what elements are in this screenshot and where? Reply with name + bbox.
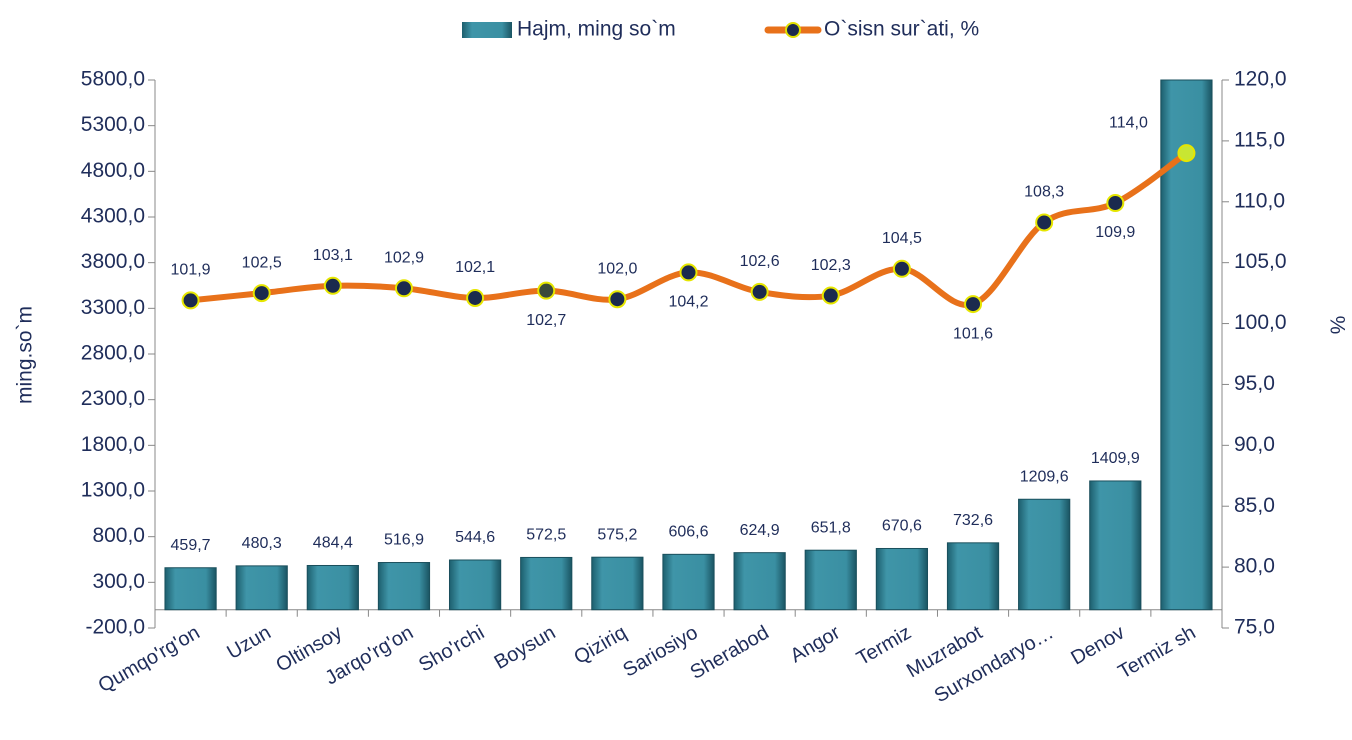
line-marker: [679, 263, 698, 282]
y2-tick-label: 75,0: [1234, 616, 1275, 639]
line-marker: [608, 290, 627, 309]
bar-value-label: 606,6: [668, 524, 708, 541]
y-tick-label: 3800,0: [81, 250, 145, 273]
line: [190, 150, 1189, 308]
legend-swatch-dot: [785, 22, 801, 38]
y2-tick-label: 105,0: [1234, 250, 1287, 273]
bar: [1018, 498, 1071, 611]
y2-tick-label: 115,0: [1234, 128, 1285, 151]
bar: [164, 567, 217, 611]
line-marker: [821, 286, 840, 305]
x-tick-label: Surxondaryo…: [931, 622, 1058, 708]
y-tick-label: 1800,0: [81, 433, 145, 456]
bar-value-label: 516,9: [384, 532, 424, 549]
x-tick-label: Termiz sh: [1114, 622, 1199, 684]
line-value-label: 101,6: [953, 325, 993, 342]
line-value-label: 102,6: [740, 253, 780, 270]
line-value-label: 104,2: [668, 294, 708, 311]
y2-axis-title: %: [1325, 316, 1348, 335]
y2-tick-label: 110,0: [1234, 189, 1285, 212]
bar: [1089, 480, 1142, 611]
y2-tick-label: 95,0: [1234, 372, 1275, 395]
bar: [591, 556, 644, 611]
line-marker: [892, 259, 911, 278]
legend-label: Hajm, ming so`m: [517, 18, 676, 41]
y2-tick-label: 90,0: [1234, 433, 1275, 456]
x-tick-label: Sherabod: [687, 622, 773, 684]
line-value-label: 102,0: [597, 260, 637, 277]
line-marker: [750, 282, 769, 301]
y-tick-label: 5300,0: [81, 113, 145, 136]
line-marker: [1177, 144, 1196, 163]
x-tick-label: Sho'rchi: [415, 622, 488, 677]
x-tick-label: Uzun: [223, 622, 274, 664]
line-value-label: 102,3: [811, 257, 851, 274]
line-marker: [964, 295, 983, 314]
bar: [377, 562, 431, 611]
bar-value-label: 670,6: [882, 518, 922, 535]
y-tick-label: 4800,0: [81, 159, 145, 182]
line-value-label: 109,9: [1095, 224, 1135, 241]
line-marker: [323, 276, 342, 295]
y-tick-label: 2800,0: [81, 342, 145, 365]
bar: [875, 547, 929, 611]
bar-value-label: 480,3: [242, 535, 282, 552]
y-tick-label: 300,0: [92, 570, 145, 593]
line-marker: [1106, 193, 1125, 212]
y2-tick-label: 85,0: [1234, 494, 1275, 517]
line-value-label: 108,3: [1024, 184, 1064, 201]
line-marker: [537, 281, 556, 300]
line-value-label: 102,7: [526, 312, 566, 329]
y2-tick-label: 80,0: [1234, 555, 1275, 578]
x-tick-label: Sariosiyo: [619, 622, 701, 682]
y-axis-title: ming.so`m: [14, 306, 37, 404]
y-tick-label: 800,0: [92, 524, 145, 547]
line-value-label: 104,5: [882, 230, 922, 247]
y2-tick-label: 100,0: [1234, 311, 1287, 334]
line-value-label: 102,9: [384, 249, 424, 266]
bar-value-label: 1409,9: [1091, 450, 1140, 467]
bar: [946, 542, 1000, 611]
y-tick-label: 1300,0: [81, 479, 145, 502]
bar-value-label: 572,5: [526, 527, 566, 544]
legend-label: O`sisn sur`ati, %: [824, 18, 979, 41]
x-tick-label: Angor: [787, 621, 845, 667]
line-value-label: 102,1: [455, 259, 495, 276]
y-tick-label: 4300,0: [81, 205, 145, 228]
y-tick-label: 5800,0: [81, 68, 145, 91]
bar-value-label: 484,4: [313, 535, 353, 552]
bar: [520, 556, 573, 611]
line-marker: [181, 291, 200, 310]
legend-swatch-bar: [462, 22, 512, 38]
bar: [448, 559, 502, 611]
bar-value-label: 1209,6: [1020, 468, 1069, 485]
bar-value-label: 624,9: [740, 522, 780, 539]
bar: [662, 553, 715, 611]
line-marker: [466, 288, 485, 307]
bar: [804, 549, 857, 611]
y-tick-label: 2300,0: [81, 387, 145, 410]
bar-value-label: 732,6: [953, 512, 993, 529]
line-marker: [394, 279, 413, 298]
line-value-label: 102,5: [242, 254, 282, 271]
line-value-label: 101,9: [171, 262, 211, 279]
line-value-label: 103,1: [313, 247, 353, 264]
bar-value-label: 575,2: [597, 526, 637, 543]
x-tick-label: Boysun: [491, 622, 560, 674]
bar: [306, 564, 359, 611]
line-marker: [252, 284, 271, 303]
bar: [235, 565, 288, 611]
y-tick-label: 3300,0: [81, 296, 145, 319]
y-tick-label: -200,0: [85, 616, 145, 639]
bar-value-label: 544,6: [455, 529, 495, 546]
y2-tick-label: 120,0: [1234, 68, 1287, 91]
bar-value-label: 459,7: [171, 537, 211, 554]
bar-value-label: 651,8: [811, 519, 851, 536]
bar: [733, 552, 786, 611]
line-marker: [1035, 213, 1054, 232]
line-value-label: 114,0: [1109, 114, 1148, 131]
